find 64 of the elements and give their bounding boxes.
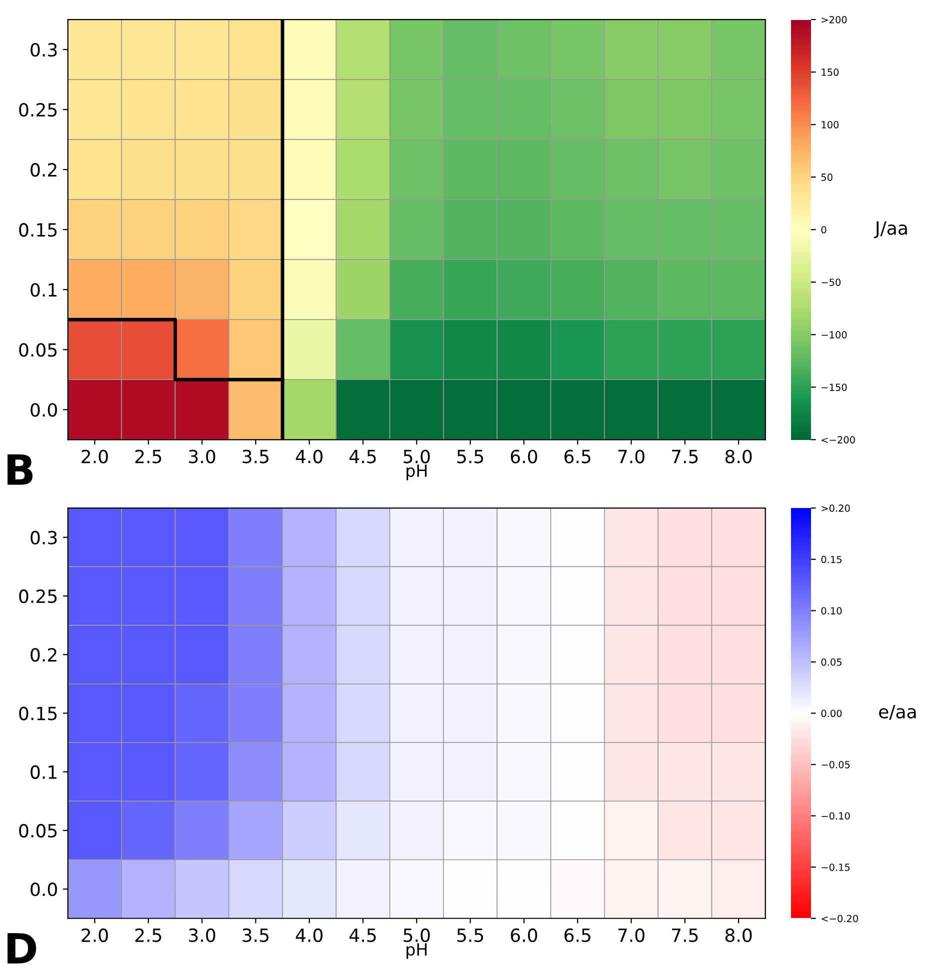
x-tick-label: 7.0 <box>618 928 644 942</box>
color-bar-label: 0.05 <box>821 658 842 666</box>
text: D <box>8 933 36 964</box>
x-tick-label: 4.0 <box>296 928 322 942</box>
x-axis-title: pH <box>406 943 427 959</box>
x-tick-label: 6.0 <box>510 928 538 942</box>
color-bar-label: −150 <box>822 384 847 391</box>
x-tick-label: 2.5 <box>135 928 162 942</box>
y-tick-label: 0.05 <box>19 824 57 838</box>
x-tick-label: 4.5 <box>350 928 376 942</box>
x-tick-label: 2.0 <box>82 450 108 464</box>
y-tick-label: 0.25 <box>19 103 57 117</box>
x-tick-label: 5.0 <box>404 928 430 942</box>
x-tick-label: 3.5 <box>242 450 268 464</box>
color-bar-label: −0.10 <box>822 812 850 820</box>
color-bar-label: >200 <box>822 16 847 24</box>
color-bar-label: 0.10 <box>821 607 842 614</box>
x-tick-label: 8.0 <box>725 928 752 942</box>
y-tick-label: 0.2 <box>30 648 56 662</box>
x-tick-label: 6.5 <box>564 928 590 942</box>
x-tick-label: 4.0 <box>296 450 322 464</box>
color-bar-label: <−200 <box>822 436 855 444</box>
y-tick-label: 0.05 <box>19 343 57 357</box>
x-tick-label: 2.5 <box>135 450 162 464</box>
color-bar-label: 0.15 <box>821 556 842 564</box>
x-tick-label: 7.5 <box>672 928 698 942</box>
y-tick-label: 0.0 <box>30 403 57 417</box>
y-tick-label: 0.1 <box>30 765 56 779</box>
color-bar-label: 0 <box>821 226 826 234</box>
color-bar-label: −50 <box>822 278 841 286</box>
text: B <box>8 454 33 485</box>
x-tick-label: 3.0 <box>189 928 216 942</box>
x-tick-label: 8.0 <box>725 450 752 464</box>
x-tick-label: 2.0 <box>82 928 108 942</box>
x-tick-label: 3.0 <box>189 450 216 464</box>
x-axis-title: pH <box>406 464 427 480</box>
y-tick-label: 0.15 <box>19 706 57 720</box>
color-bar-label: 0.00 <box>821 710 842 718</box>
color-bar-title: e/aa <box>879 705 916 720</box>
x-tick-label: 4.5 <box>350 450 376 464</box>
color-bar-label: 50 <box>821 174 832 181</box>
y-tick-label: 0.15 <box>19 223 57 237</box>
x-tick-label: 7.0 <box>618 450 644 464</box>
color-bar-title: J/aa <box>874 221 907 238</box>
color-bar-label: 100 <box>822 121 839 128</box>
color-bar-label: 150 <box>822 68 839 76</box>
color-bar-label: −100 <box>822 331 847 338</box>
x-tick-label: 5.5 <box>457 450 484 464</box>
x-tick-label: 5.0 <box>404 450 430 464</box>
y-tick-label: 0.25 <box>19 589 57 604</box>
y-tick-label: 0.0 <box>30 882 57 896</box>
color-bar-label: >0.20 <box>822 504 850 512</box>
y-tick-label: 0.3 <box>30 530 57 544</box>
x-tick-label: 3.5 <box>242 928 268 942</box>
x-tick-label: 6.5 <box>564 450 590 464</box>
y-tick-label: 0.3 <box>30 43 57 57</box>
x-tick-label: 6.0 <box>510 450 538 464</box>
y-tick-label: 0.2 <box>30 163 56 177</box>
color-bar-label: −0.15 <box>822 864 850 871</box>
y-tick-label: 0.1 <box>30 283 56 297</box>
x-tick-label: 7.5 <box>672 450 698 464</box>
x-tick-label: 5.5 <box>457 928 484 942</box>
color-bar-label: <−0.20 <box>822 914 858 922</box>
color-bar-label: −0.05 <box>822 760 850 768</box>
